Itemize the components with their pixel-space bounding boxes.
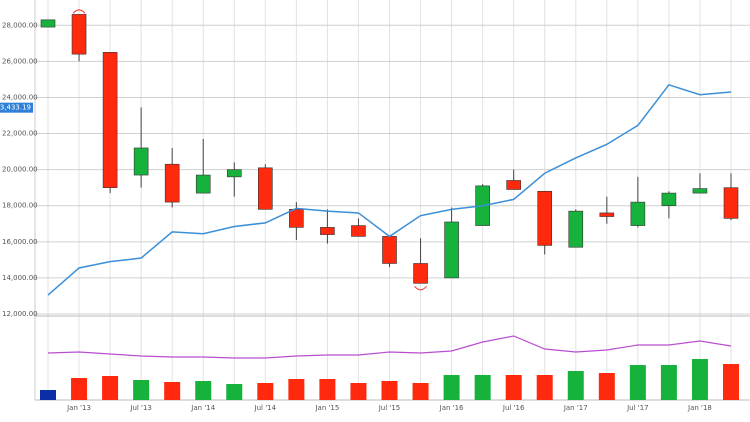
candle-body [723, 187, 739, 219]
candle-body [661, 192, 677, 207]
volume-bar [723, 364, 739, 400]
volume-bar [102, 376, 119, 400]
x-tick-label: Jan '13 [66, 404, 91, 412]
candle-body [195, 174, 211, 194]
volume-line [47, 335, 732, 359]
y-tick-label: 28,000.00 [2, 21, 38, 29]
x-tick-label: Jan '17 [563, 404, 588, 412]
volume-bar [71, 378, 88, 400]
low-marker [414, 285, 427, 291]
candle-body [71, 14, 87, 55]
volume-bar [257, 383, 274, 400]
x-tick-label: Jul '14 [254, 404, 277, 412]
candle-body [506, 180, 521, 190]
candle-body [320, 227, 335, 235]
x-tick-label: Jan '15 [314, 404, 339, 412]
high-marker [72, 9, 86, 14]
volume-bar [598, 373, 615, 400]
volume-bar [319, 379, 336, 400]
candle-body [630, 201, 646, 226]
y-tick-label: 14,000.00 [2, 274, 38, 282]
candle-body [351, 225, 366, 237]
x-tick-label: Jul '15 [378, 404, 401, 412]
y-tick-label: 22,000.00 [2, 130, 38, 138]
y-tick-label: 24,000.00 [2, 93, 38, 101]
volume-bar [660, 365, 677, 400]
volume-bar [195, 381, 212, 400]
candle-body [40, 19, 56, 28]
volume-bar [474, 375, 491, 400]
y-tick-label: 12,000.00 [2, 310, 38, 318]
y-tick-label: 20,000.00 [2, 166, 38, 174]
candle-body [568, 210, 584, 248]
volume-bar [505, 375, 522, 400]
volume-bar [164, 382, 181, 400]
candle-body [226, 169, 242, 178]
candle-body [289, 209, 304, 228]
volume-bar [412, 383, 429, 400]
volume-bar [288, 379, 305, 400]
y-tick-label: 18,000.00 [2, 202, 38, 210]
last-price-tag [0, 102, 33, 113]
candle-body [164, 163, 180, 203]
candle-body [599, 212, 615, 217]
volume-bar [226, 384, 243, 400]
volume-bar [133, 380, 150, 400]
candle-body [133, 147, 149, 176]
candle-body [102, 52, 118, 188]
volume-bar [691, 359, 708, 400]
volume-bar [381, 381, 398, 400]
candle-body [444, 221, 459, 279]
candle-body [382, 236, 397, 264]
x-tick-label: Jul '13 [129, 404, 152, 412]
x-tick-label: Jan '14 [190, 404, 215, 412]
volume-bar [350, 383, 367, 400]
overlay-line [47, 83, 732, 296]
x-tick-label: Jul '17 [626, 404, 649, 412]
y-tick-label: 26,000.00 [2, 57, 38, 65]
x-tick-label: Jul '16 [502, 404, 525, 412]
x-tick-label: Jan '16 [439, 404, 464, 412]
volume-bar [536, 375, 553, 400]
volume-bar [567, 371, 584, 400]
volume-bar [629, 365, 646, 400]
candle-body [537, 190, 553, 246]
candle-body [413, 263, 428, 284]
candle-body [692, 188, 708, 194]
y-tick-label: 16,000.00 [2, 238, 38, 246]
x-tick-label: Jan '18 [687, 404, 712, 412]
candle-body [258, 167, 273, 210]
volume-bar [443, 375, 460, 400]
volume-bar [40, 390, 56, 400]
last-price-label: 23,433.19 [0, 104, 31, 112]
